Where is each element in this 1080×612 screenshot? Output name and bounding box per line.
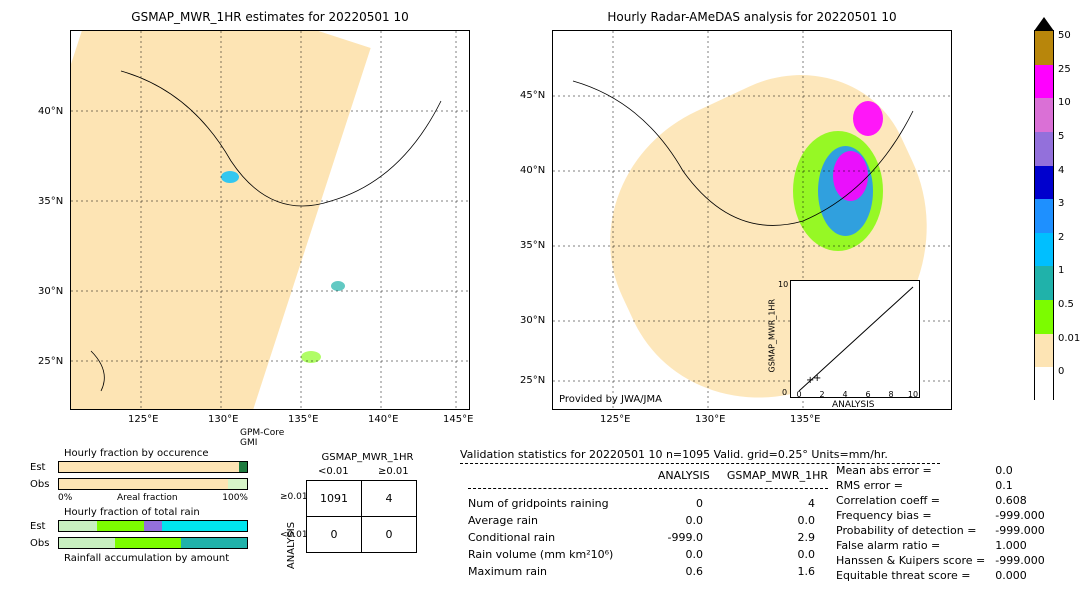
validation-title: Validation statistics for 20220501 10 n=… <box>460 448 940 461</box>
ytick: 25°N <box>38 356 63 367</box>
ct-rowh1: <0.01 <box>280 530 308 540</box>
ytick: 40°N <box>520 165 545 176</box>
xtick: 145°E <box>443 414 473 425</box>
left-map <box>70 30 470 410</box>
cb-tick: 2 <box>1058 232 1064 243</box>
axis-0: 0% <box>58 493 72 503</box>
validation-left-table: ANALYSISGSMAP_MWR_1HR <box>460 466 836 494</box>
xtick: 125°E <box>600 414 630 425</box>
est-label: Est <box>30 462 58 473</box>
ytick: 45°N <box>520 90 545 101</box>
ct-colh0: <0.01 <box>318 466 349 477</box>
ytick: 25°N <box>520 375 545 386</box>
cb-tick: 3 <box>1058 198 1064 209</box>
cb-tick: 25 <box>1058 64 1071 75</box>
cb-tick: 4 <box>1058 165 1064 176</box>
svg-text:8: 8 <box>888 390 893 399</box>
xtick: 135°E <box>790 414 820 425</box>
est-label2: Est <box>30 521 58 532</box>
ct-rowh0: ≥0.01 <box>280 492 308 502</box>
cb-tick: 50 <box>1058 30 1071 41</box>
scatter-ylabel: GSMAP_MWR_1HR <box>768 299 777 373</box>
ytick: 30°N <box>520 315 545 326</box>
scatter-xlabel: ANALYSIS <box>832 400 874 410</box>
validation-right: Mean abs error = 0.0RMS error = 0.1Corre… <box>830 462 1051 584</box>
map-credit: Provided by JWA/JMA <box>559 394 662 405</box>
axis-label: Areal fraction <box>117 493 178 503</box>
colorbar <box>1034 30 1054 400</box>
ytick: 30°N <box>38 286 63 297</box>
ytick: 35°N <box>38 196 63 207</box>
svg-text:6: 6 <box>865 390 870 399</box>
sat-label2: GMI <box>240 438 257 448</box>
xtick: 135°E <box>288 414 318 425</box>
bars-title1: Hourly fraction by occurence <box>64 448 260 459</box>
ct-col-title: GSMAP_MWR_1HR <box>310 452 425 463</box>
cb-tick: 10 <box>1058 97 1071 108</box>
ct-colh1: ≥0.01 <box>378 466 409 477</box>
cb-tick: 0.01 <box>1058 333 1080 344</box>
ytick: 40°N <box>38 106 63 117</box>
contingency-table: 10914 00 <box>306 480 417 553</box>
cb-tick: 0.5 <box>1058 299 1074 310</box>
bar-tot-est <box>58 520 248 532</box>
svg-text:2: 2 <box>819 390 824 399</box>
obs-label2: Obs <box>30 538 58 549</box>
bar-tot-obs <box>58 537 248 549</box>
bars-title3: Rainfall accumulation by amount <box>64 553 260 564</box>
bar-occ-obs <box>58 478 248 490</box>
svg-text:+: + <box>813 373 821 384</box>
svg-text:4: 4 <box>842 390 847 399</box>
cb-tick: 5 <box>1058 131 1064 142</box>
scatter-plot: 024 6810 + + <box>790 280 920 398</box>
validation-rows: Num of gridpoints raining04Average rain0… <box>460 494 823 581</box>
ytick: 35°N <box>520 240 545 251</box>
obs-label: Obs <box>30 479 58 490</box>
ct-row-title: ANALYSIS <box>286 522 297 569</box>
cb-tick: 0 <box>1058 366 1064 377</box>
xtick: 125°E <box>128 414 158 425</box>
right-map-title: Hourly Radar-AMeDAS analysis for 2022050… <box>552 10 952 24</box>
left-map-title: GSMAP_MWR_1HR estimates for 20220501 10 <box>70 10 470 24</box>
svg-text:10: 10 <box>908 390 918 399</box>
xtick: 130°E <box>695 414 725 425</box>
bars-title2: Hourly fraction of total rain <box>64 507 260 518</box>
axis-100: 100% <box>222 493 248 503</box>
cb-tick: 1 <box>1058 265 1064 276</box>
sat-label: GPM-Core <box>240 428 284 438</box>
xtick: 130°E <box>208 414 238 425</box>
svg-text:0: 0 <box>796 390 801 399</box>
xtick: 140°E <box>368 414 398 425</box>
bar-occ-est <box>58 461 248 473</box>
